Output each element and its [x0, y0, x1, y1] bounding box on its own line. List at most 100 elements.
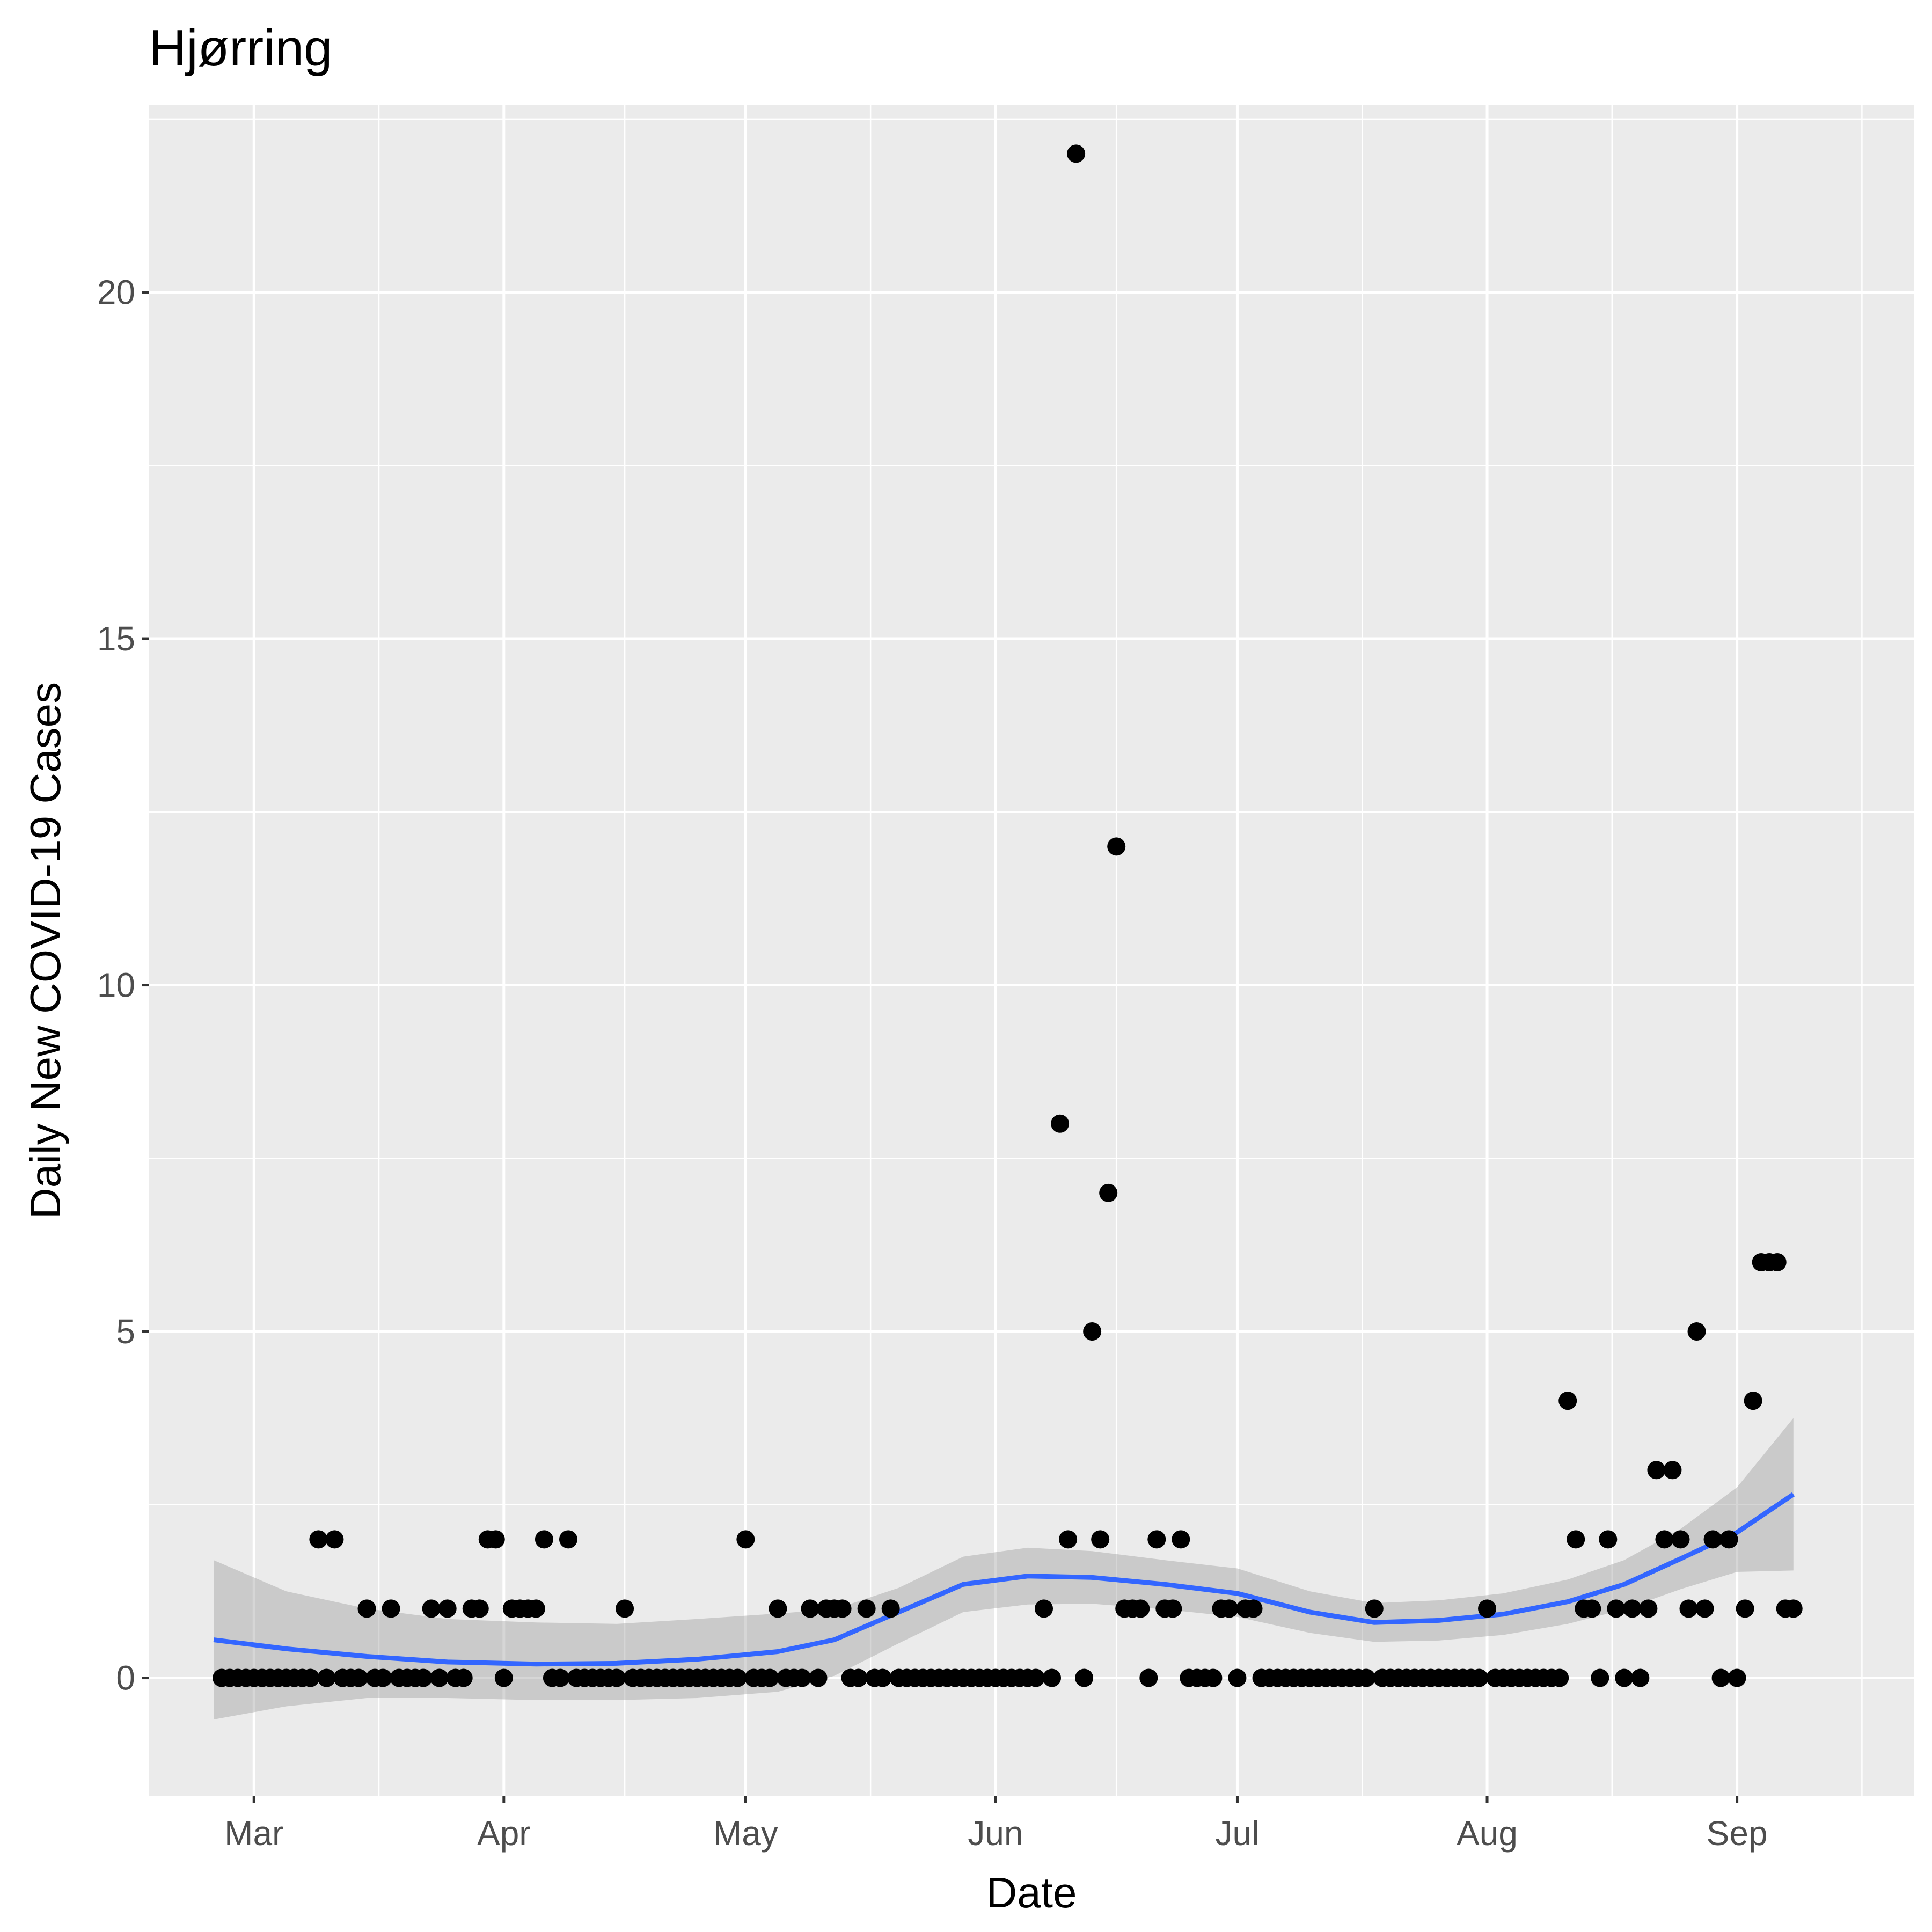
- data-point: [438, 1599, 457, 1618]
- data-point: [1027, 1668, 1045, 1687]
- x-tick-label: Jun: [968, 1814, 1023, 1853]
- data-point: [728, 1668, 747, 1687]
- data-point: [1671, 1530, 1690, 1549]
- data-point: [1478, 1599, 1497, 1618]
- data-point: [608, 1668, 626, 1687]
- data-point: [535, 1530, 553, 1549]
- axes: 0 5 10 15 20 Mar Apr May Jun Jul Aug Sep: [97, 273, 1768, 1853]
- data-point: [422, 1599, 441, 1618]
- data-point: [1558, 1392, 1577, 1410]
- data-point: [494, 1668, 513, 1687]
- data-point: [1059, 1530, 1078, 1549]
- data-point: [1719, 1530, 1738, 1549]
- data-point: [349, 1668, 368, 1687]
- data-point: [1631, 1668, 1650, 1687]
- x-tick-label: May: [713, 1814, 778, 1853]
- data-point: [1711, 1668, 1730, 1687]
- data-point: [1244, 1599, 1263, 1618]
- data-point: [1051, 1114, 1070, 1133]
- data-point: [1567, 1530, 1585, 1549]
- data-point: [1655, 1530, 1674, 1549]
- data-point: [559, 1530, 577, 1549]
- y-axis-title: Daily New COVID-19 Cases: [21, 682, 69, 1219]
- data-point: [1663, 1461, 1682, 1480]
- data-point: [357, 1599, 376, 1618]
- data-point: [1043, 1668, 1062, 1687]
- data-point: [1623, 1599, 1642, 1618]
- data-point: [1035, 1599, 1053, 1618]
- data-point: [1139, 1668, 1158, 1687]
- smooth-line-group: [213, 1492, 1795, 1667]
- gridlines: [149, 105, 1914, 1852]
- data-point: [551, 1668, 569, 1687]
- data-point: [857, 1599, 876, 1618]
- data-point: [801, 1599, 819, 1618]
- data-point: [1550, 1668, 1569, 1687]
- y-tick-label: 15: [97, 619, 135, 658]
- data-point: [1784, 1599, 1803, 1618]
- data-point: [1131, 1599, 1150, 1618]
- data-point: [1768, 1253, 1787, 1271]
- data-point: [833, 1599, 852, 1618]
- x-axis-title: Date: [986, 1869, 1077, 1916]
- confidence-ribbon-group: [214, 1418, 1794, 1719]
- data-point: [1163, 1599, 1182, 1618]
- smooth-trend-line: [213, 1492, 1795, 1667]
- data-point: [881, 1599, 900, 1618]
- data-points: [213, 144, 1803, 1687]
- data-point: [1703, 1530, 1722, 1549]
- data-point: [1639, 1599, 1658, 1618]
- data-point: [1583, 1599, 1601, 1618]
- data-point: [1147, 1530, 1166, 1549]
- y-tick-label: 0: [116, 1659, 135, 1697]
- y-tick-label: 5: [116, 1312, 135, 1351]
- data-point: [1228, 1668, 1247, 1687]
- data-point: [454, 1668, 473, 1687]
- data-point: [1607, 1599, 1626, 1618]
- data-point: [1099, 1183, 1118, 1202]
- data-point: [1067, 144, 1086, 163]
- data-point: [1172, 1530, 1190, 1549]
- data-point: [374, 1668, 392, 1687]
- data-point: [1220, 1599, 1239, 1618]
- data-point: [1365, 1599, 1384, 1618]
- data-point: [809, 1668, 828, 1687]
- data-point: [1357, 1668, 1375, 1687]
- data-point: [1728, 1668, 1746, 1687]
- data-point: [382, 1599, 400, 1618]
- x-tick-label: Apr: [477, 1814, 531, 1853]
- data-point: [1091, 1530, 1110, 1549]
- data-point: [1647, 1461, 1666, 1480]
- data-point: [736, 1530, 755, 1549]
- data-point: [1470, 1668, 1489, 1687]
- data-point: [317, 1668, 336, 1687]
- data-point: [1204, 1668, 1223, 1687]
- data-point: [873, 1668, 892, 1687]
- data-point: [793, 1668, 811, 1687]
- confidence-ribbon: [214, 1418, 1794, 1719]
- data-point: [1083, 1322, 1102, 1341]
- data-point: [1615, 1668, 1634, 1687]
- y-tick-label: 10: [97, 966, 135, 1005]
- data-point: [760, 1668, 779, 1687]
- data-point: [430, 1668, 449, 1687]
- data-point: [325, 1530, 344, 1549]
- data-point: [1679, 1599, 1698, 1618]
- data-point: [1075, 1668, 1094, 1687]
- chart-title: Hjørring: [149, 19, 332, 77]
- data-point: [414, 1668, 433, 1687]
- y-tick-label: 20: [97, 273, 135, 312]
- data-point: [301, 1668, 320, 1687]
- x-tick-label: Mar: [224, 1814, 283, 1853]
- data-point: [309, 1530, 328, 1549]
- data-point: [1687, 1322, 1706, 1341]
- x-tick-label: Sep: [1707, 1814, 1768, 1853]
- data-point: [1695, 1599, 1714, 1618]
- data-point: [769, 1599, 787, 1618]
- plot-panel: [149, 105, 1914, 1796]
- data-point: [1744, 1392, 1762, 1410]
- data-point: [1107, 837, 1126, 856]
- data-point: [1599, 1530, 1618, 1549]
